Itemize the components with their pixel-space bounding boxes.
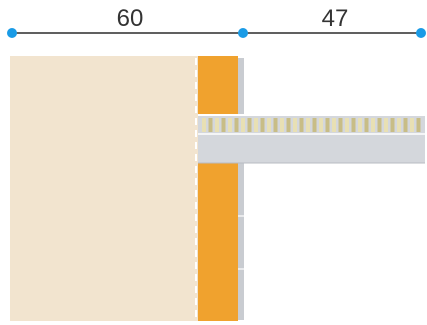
dimension-label-left: 60 [117, 5, 144, 32]
grate-bar [234, 118, 239, 132]
grate-bar [410, 118, 414, 132]
grate-bar [215, 118, 219, 132]
dimension-label-right: 47 [322, 5, 349, 32]
balcony-drainage-grate [202, 118, 421, 132]
grate-bar [332, 118, 336, 132]
grate-bar [280, 118, 284, 132]
grate-bar [208, 118, 213, 132]
grate-bar [390, 118, 395, 132]
grate-bar [364, 118, 369, 132]
grate-bar [254, 118, 258, 132]
grate-bar [299, 118, 304, 132]
grate-bar [338, 118, 343, 132]
grate-bar [397, 118, 401, 132]
grate-bar [286, 118, 291, 132]
grate-bar [260, 118, 265, 132]
grate-bar [403, 118, 408, 132]
dimension-point-end [416, 28, 426, 38]
dimension-point-start [7, 28, 17, 38]
grate-bar [247, 118, 252, 132]
grate-bar [221, 118, 226, 132]
balcony-slab [198, 114, 425, 164]
grate-bar [416, 118, 421, 132]
grate-bar [267, 118, 271, 132]
grate-bar [358, 118, 362, 132]
insulation-layer [198, 56, 238, 321]
grate-bar [202, 118, 206, 132]
grate-bar [273, 118, 278, 132]
grate-bar [319, 118, 323, 132]
dimension-chain: 60 47 [7, 5, 426, 38]
grate-bar [384, 118, 388, 132]
wall-body [10, 56, 198, 321]
grate-bar [293, 118, 297, 132]
facade-panel-edge [238, 58, 244, 320]
grate-bar [351, 118, 356, 132]
grate-bar [306, 118, 310, 132]
grate-bar [228, 118, 232, 132]
grate-bar [241, 118, 245, 132]
grate-bar [312, 118, 317, 132]
grate-bar [371, 118, 375, 132]
grate-bar [345, 118, 349, 132]
grate-bar [325, 118, 330, 132]
dimension-point-middle [238, 28, 248, 38]
grate-bar [377, 118, 382, 132]
